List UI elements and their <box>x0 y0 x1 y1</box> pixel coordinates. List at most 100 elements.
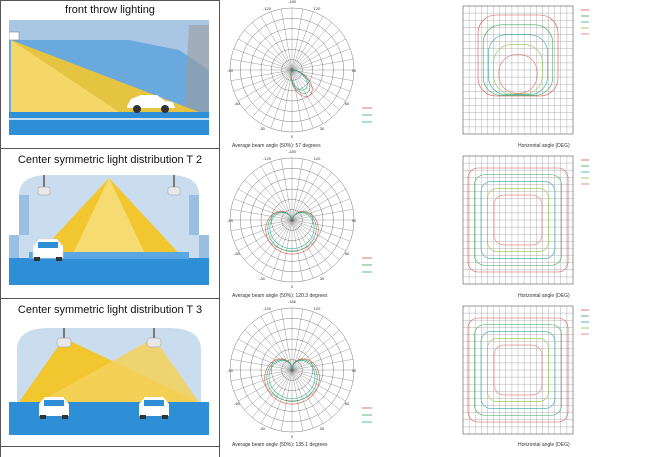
polar-tick-label: -30 <box>259 426 266 431</box>
isolux-contour <box>482 24 554 96</box>
isolux-contour <box>493 344 543 396</box>
polar-chart-2: -180 -120 -90 -60 -30 0 30 60 90 120 <box>227 150 372 289</box>
row-3-title: Center symmetric light distribution T 3 <box>17 304 203 316</box>
polar-tick-label: 90 <box>352 368 357 373</box>
front-throw-illustration <box>9 20 209 135</box>
polar-tick-label: -60 <box>234 401 241 406</box>
polar-spoke <box>260 219 293 274</box>
isolux-contour <box>487 337 549 403</box>
row-divider-3 <box>0 446 220 447</box>
polar-spoke <box>281 8 293 71</box>
polar-tick-label: 0 <box>291 434 294 439</box>
isolux-contour <box>480 331 556 409</box>
polar-spoke <box>291 69 340 110</box>
polar-tick-label: -120 <box>263 156 272 161</box>
polar-spoke <box>270 11 293 71</box>
polar-spoke <box>252 22 293 71</box>
polar-tick-label: 90 <box>352 218 357 223</box>
polar-spoke <box>291 359 354 371</box>
polar-tick-label: -30 <box>259 276 266 281</box>
polar-spoke <box>238 69 293 102</box>
isolux-contour <box>493 194 543 246</box>
polar-spoke <box>233 219 293 242</box>
polar-spoke <box>291 330 340 371</box>
row-2-title: Center symmetric light distribution T 2 <box>17 154 203 166</box>
polar-spoke <box>291 209 354 221</box>
polar-tick-label: -120 <box>263 306 272 311</box>
polar-spoke <box>233 69 293 92</box>
polar-spoke <box>291 69 314 129</box>
polar-chart-3: -180 -120 -90 -60 -30 0 30 60 90 120 <box>227 300 372 439</box>
polar-spoke <box>252 69 293 118</box>
t2-illustration <box>9 170 209 285</box>
polar-spoke <box>291 311 314 371</box>
polar-spoke <box>270 69 293 129</box>
isolux-contour <box>487 187 549 253</box>
polar-curve <box>268 360 316 399</box>
polar-spoke <box>291 69 346 102</box>
polar-spoke <box>291 369 351 392</box>
polar-curve <box>290 69 308 91</box>
polar-spoke <box>291 48 351 71</box>
polar-spoke <box>291 348 351 371</box>
polar-spoke <box>238 219 293 252</box>
polar-tick-label: 60 <box>345 401 350 406</box>
polar-tick-label: 30 <box>320 276 325 281</box>
polar-spoke <box>230 219 293 231</box>
polar-tick-label: -180 <box>288 300 297 304</box>
row-divider-2 <box>0 298 220 299</box>
polar-spoke <box>291 198 351 221</box>
polar-spoke <box>260 166 293 221</box>
polar-tick-label: -180 <box>288 150 297 154</box>
isolux-caption-3: Horizontal angle (DEG) <box>518 442 570 448</box>
polar-tick-label: -90 <box>227 68 234 73</box>
polar-spoke <box>291 369 340 410</box>
polar-tick-label: -60 <box>234 251 241 256</box>
polar-spoke <box>244 30 293 71</box>
car-icon <box>139 397 169 419</box>
polar-spoke <box>233 369 293 392</box>
isolux-contour <box>498 54 538 94</box>
polar-spoke <box>291 338 346 371</box>
isolux-contour <box>467 317 569 423</box>
car-icon <box>39 397 69 419</box>
isolux-contour <box>480 181 556 259</box>
polar-tick-label: -120 <box>263 6 272 11</box>
polar-tick-label: 0 <box>291 284 294 289</box>
polar-spoke <box>291 8 303 71</box>
car-icon <box>32 238 64 261</box>
polar-caption-3: Average beam angle (50%): 135.1 degrees <box>232 442 328 448</box>
polar-spoke <box>281 308 293 371</box>
polar-tick-label: 90 <box>352 68 357 73</box>
polar-spoke <box>291 38 346 71</box>
polar-curve <box>266 359 318 402</box>
polar-spoke <box>281 158 293 221</box>
car-icon <box>127 95 175 113</box>
polar-spoke <box>252 322 293 371</box>
polar-curve <box>264 358 320 405</box>
t3-illustration <box>9 320 209 435</box>
polar-curve <box>265 211 319 255</box>
isolux-contour <box>488 34 548 95</box>
polar-spoke <box>244 369 293 410</box>
polar-curve <box>269 212 315 249</box>
polar-spoke <box>291 69 324 124</box>
polar-tick-label: 60 <box>345 101 350 106</box>
polar-caption-1: Average beam angle (50%): 57 degrees <box>232 143 321 149</box>
polar-spoke <box>291 69 354 81</box>
polar-spoke <box>291 69 303 132</box>
polar-spoke <box>230 59 293 71</box>
polar-tick-label: 30 <box>320 126 325 131</box>
polar-spoke <box>252 219 293 268</box>
row-divider-1 <box>0 148 220 149</box>
polar-spoke <box>252 369 293 418</box>
polar-spoke <box>238 369 293 402</box>
polar-tick-label: 60 <box>345 251 350 256</box>
isolux-caption-2: Horizontal angle (DEG) <box>518 293 570 299</box>
polar-spoke <box>238 188 293 221</box>
table-top-border <box>0 0 220 1</box>
isolux-caption-1: Horizontal angle (DEG) <box>518 143 570 149</box>
polar-tick-label: -60 <box>234 101 241 106</box>
polar-spoke <box>291 16 324 71</box>
polar-spoke <box>291 219 346 252</box>
